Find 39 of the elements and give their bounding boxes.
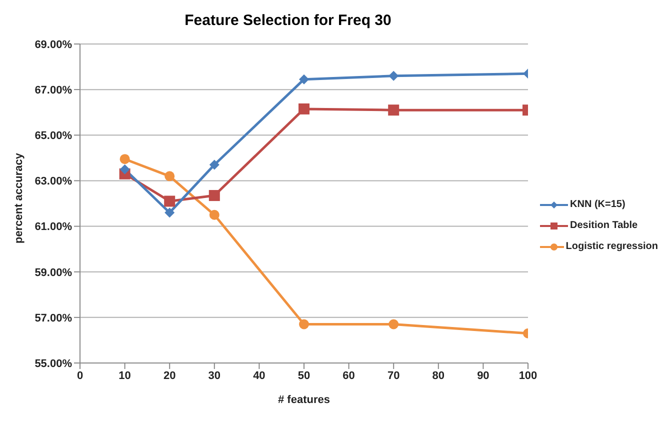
point	[299, 319, 309, 330]
x-tick-label: 50	[298, 370, 310, 382]
legend-label: Logistic regression	[566, 241, 658, 252]
x-tick-label: 80	[432, 370, 445, 382]
y-tick-label: 65.00%	[34, 130, 72, 142]
legend-label: Desition Table	[570, 220, 638, 231]
y-tick-label: 59.00%	[34, 266, 72, 279]
legend-label: KNN (K=15)	[570, 199, 626, 210]
x-tick-label: 20	[163, 370, 176, 382]
point	[120, 164, 130, 174]
y-tick-label: 57.00%	[34, 312, 72, 324]
point	[209, 210, 220, 220]
point	[388, 104, 400, 116]
y-tick-label: 69.00%	[34, 38, 72, 51]
chart-title: Feature Selection for Freq 30	[184, 11, 392, 31]
y-tick-label: 61.00%	[34, 221, 72, 234]
point	[299, 74, 309, 84]
x-tick-label: 100	[518, 370, 538, 382]
y-axis-title: percent accuracy	[12, 152, 25, 244]
point	[164, 208, 175, 218]
point	[120, 154, 130, 164]
y-tick-label: 67.00%	[34, 84, 72, 96]
point	[164, 196, 176, 207]
x-tick-label: 10	[118, 370, 131, 382]
x-tick-label: 90	[477, 370, 490, 382]
x-axis-title: # features	[278, 394, 330, 406]
point	[298, 103, 310, 114]
x-tick-label: 40	[253, 370, 266, 382]
point	[209, 160, 220, 170]
y-tick-label: 55.00%	[34, 358, 72, 370]
x-tick-label: 60	[342, 370, 355, 382]
point	[208, 190, 220, 202]
x-tick-label: 70	[387, 370, 400, 382]
point	[388, 70, 399, 81]
x-tick-label: 30	[208, 370, 221, 382]
x-tick-label: 0	[76, 370, 84, 382]
y-tick-label: 63.00%	[34, 176, 72, 188]
point	[164, 171, 175, 182]
point	[388, 319, 399, 330]
